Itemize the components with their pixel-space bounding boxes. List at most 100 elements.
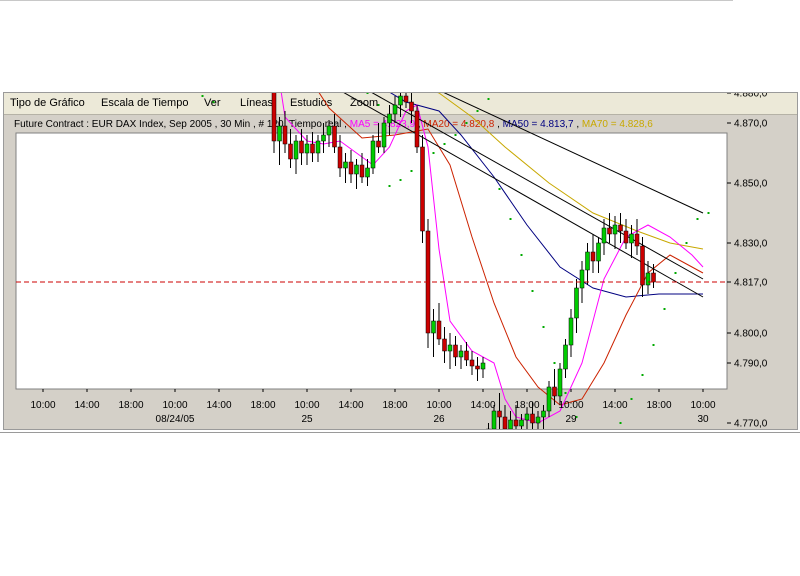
- plot-area: [15, 132, 728, 390]
- candle: [326, 120, 332, 147]
- menu-escala-de-tiempo[interactable]: Escala de Tiempo: [101, 97, 189, 109]
- date-label: 26: [433, 414, 445, 425]
- candle-body: [469, 359, 475, 367]
- candle-body: [387, 113, 392, 124]
- date-label: 30: [697, 414, 709, 425]
- candle: [645, 261, 651, 294]
- x-tick-label: 10:00: [30, 400, 55, 411]
- candle-body: [332, 125, 337, 148]
- sar-dot: [432, 152, 435, 154]
- candle-body: [607, 227, 612, 235]
- candle: [513, 405, 519, 429]
- menu-ver[interactable]: Ver: [204, 97, 221, 109]
- x-tick-label: 18:00: [250, 400, 275, 411]
- ma50-line: [390, 93, 703, 298]
- sar-dot: [366, 93, 369, 94]
- candle: [271, 93, 277, 153]
- legend-ma20: MA20 = 4.820,8: [423, 119, 495, 130]
- sar-dot: [487, 98, 490, 100]
- menu-estudios[interactable]: Estudios: [290, 97, 333, 109]
- candle: [464, 342, 469, 366]
- candle-body: [359, 164, 365, 178]
- candle-body: [651, 272, 656, 283]
- x-tick-label: 14:00: [602, 400, 627, 411]
- candle-body: [480, 362, 486, 370]
- candle: [409, 93, 414, 123]
- candle: [563, 339, 568, 378]
- sar-dot: [674, 272, 677, 274]
- candle: [530, 402, 535, 429]
- candle-body: [436, 320, 442, 340]
- candle-body: [304, 143, 310, 154]
- candle: [414, 105, 420, 153]
- candle-body: [563, 344, 568, 370]
- candle: [541, 405, 546, 429]
- candle-body: [354, 164, 359, 175]
- sar-dot: [465, 122, 468, 124]
- candle-body: [392, 104, 398, 115]
- sar-dot: [553, 362, 556, 364]
- chart-window: Tipo de Gráfico Escala de Tiempo Ver Lín…: [3, 92, 798, 430]
- desktop-background: [0, 0, 800, 92]
- x-axis: 10:00 14:00 18:00 10:00 14:00 18:00 10:00 14:00…: [30, 389, 716, 425]
- candle-body: [464, 350, 469, 361]
- candle: [469, 351, 475, 375]
- candle: [480, 357, 486, 378]
- sar-dot: [212, 101, 215, 103]
- candle: [310, 132, 315, 162]
- candle: [475, 357, 480, 381]
- menu-lineas[interactable]: Líneas: [240, 97, 274, 109]
- candle-body: [282, 125, 288, 145]
- candle-body: [398, 95, 403, 106]
- sar-dot: [454, 134, 457, 136]
- candle: [359, 153, 365, 183]
- candle: [585, 243, 590, 285]
- candle: [629, 225, 634, 258]
- candle: [634, 219, 640, 255]
- candle-body: [508, 419, 513, 429]
- sar-dot: [663, 308, 666, 310]
- candle: [535, 411, 541, 429]
- candle-body: [431, 320, 436, 334]
- y-tick-label: 4.770,0: [734, 419, 768, 430]
- candle-body: [409, 101, 414, 112]
- candle-body: [618, 224, 623, 232]
- candle-body: [596, 242, 601, 262]
- candle: [640, 237, 645, 297]
- candle-body: [552, 386, 557, 397]
- candle-body: [634, 233, 640, 247]
- x-tick-label: 18:00: [382, 400, 407, 411]
- ma5-line: [280, 93, 704, 424]
- candle-body: [326, 125, 332, 136]
- sar-dot: [641, 374, 644, 376]
- candle: [403, 93, 409, 108]
- candle-body: [590, 251, 596, 262]
- candle: [447, 333, 453, 369]
- candle-body: [442, 338, 447, 352]
- candle: [546, 381, 552, 417]
- sar-dot: [520, 254, 523, 256]
- candle: [486, 423, 491, 429]
- x-tick-label: 18:00: [118, 400, 143, 411]
- y-tick-label: 4.830,0: [734, 239, 768, 250]
- candle-body: [288, 143, 293, 160]
- candle-body: [568, 317, 574, 346]
- menu-tipo-de-grafico[interactable]: Tipo de Gráfico: [10, 97, 85, 109]
- sar-dot: [542, 326, 545, 328]
- candle: [651, 264, 656, 288]
- candle-body: [535, 416, 541, 424]
- candle: [607, 213, 612, 243]
- date-label: 08/24/05: [156, 414, 195, 425]
- candle: [387, 105, 392, 135]
- sar-dot: [531, 290, 534, 292]
- candle-body: [277, 125, 282, 142]
- candle-body: [343, 161, 348, 169]
- x-tick-label: 10:00: [690, 400, 715, 411]
- sar-dot: [443, 143, 446, 145]
- candle-body: [370, 140, 376, 169]
- candle-body: [403, 95, 409, 103]
- candle: [315, 135, 321, 162]
- candle-body: [310, 143, 315, 154]
- candle-body: [513, 419, 519, 427]
- candle-body: [502, 416, 508, 429]
